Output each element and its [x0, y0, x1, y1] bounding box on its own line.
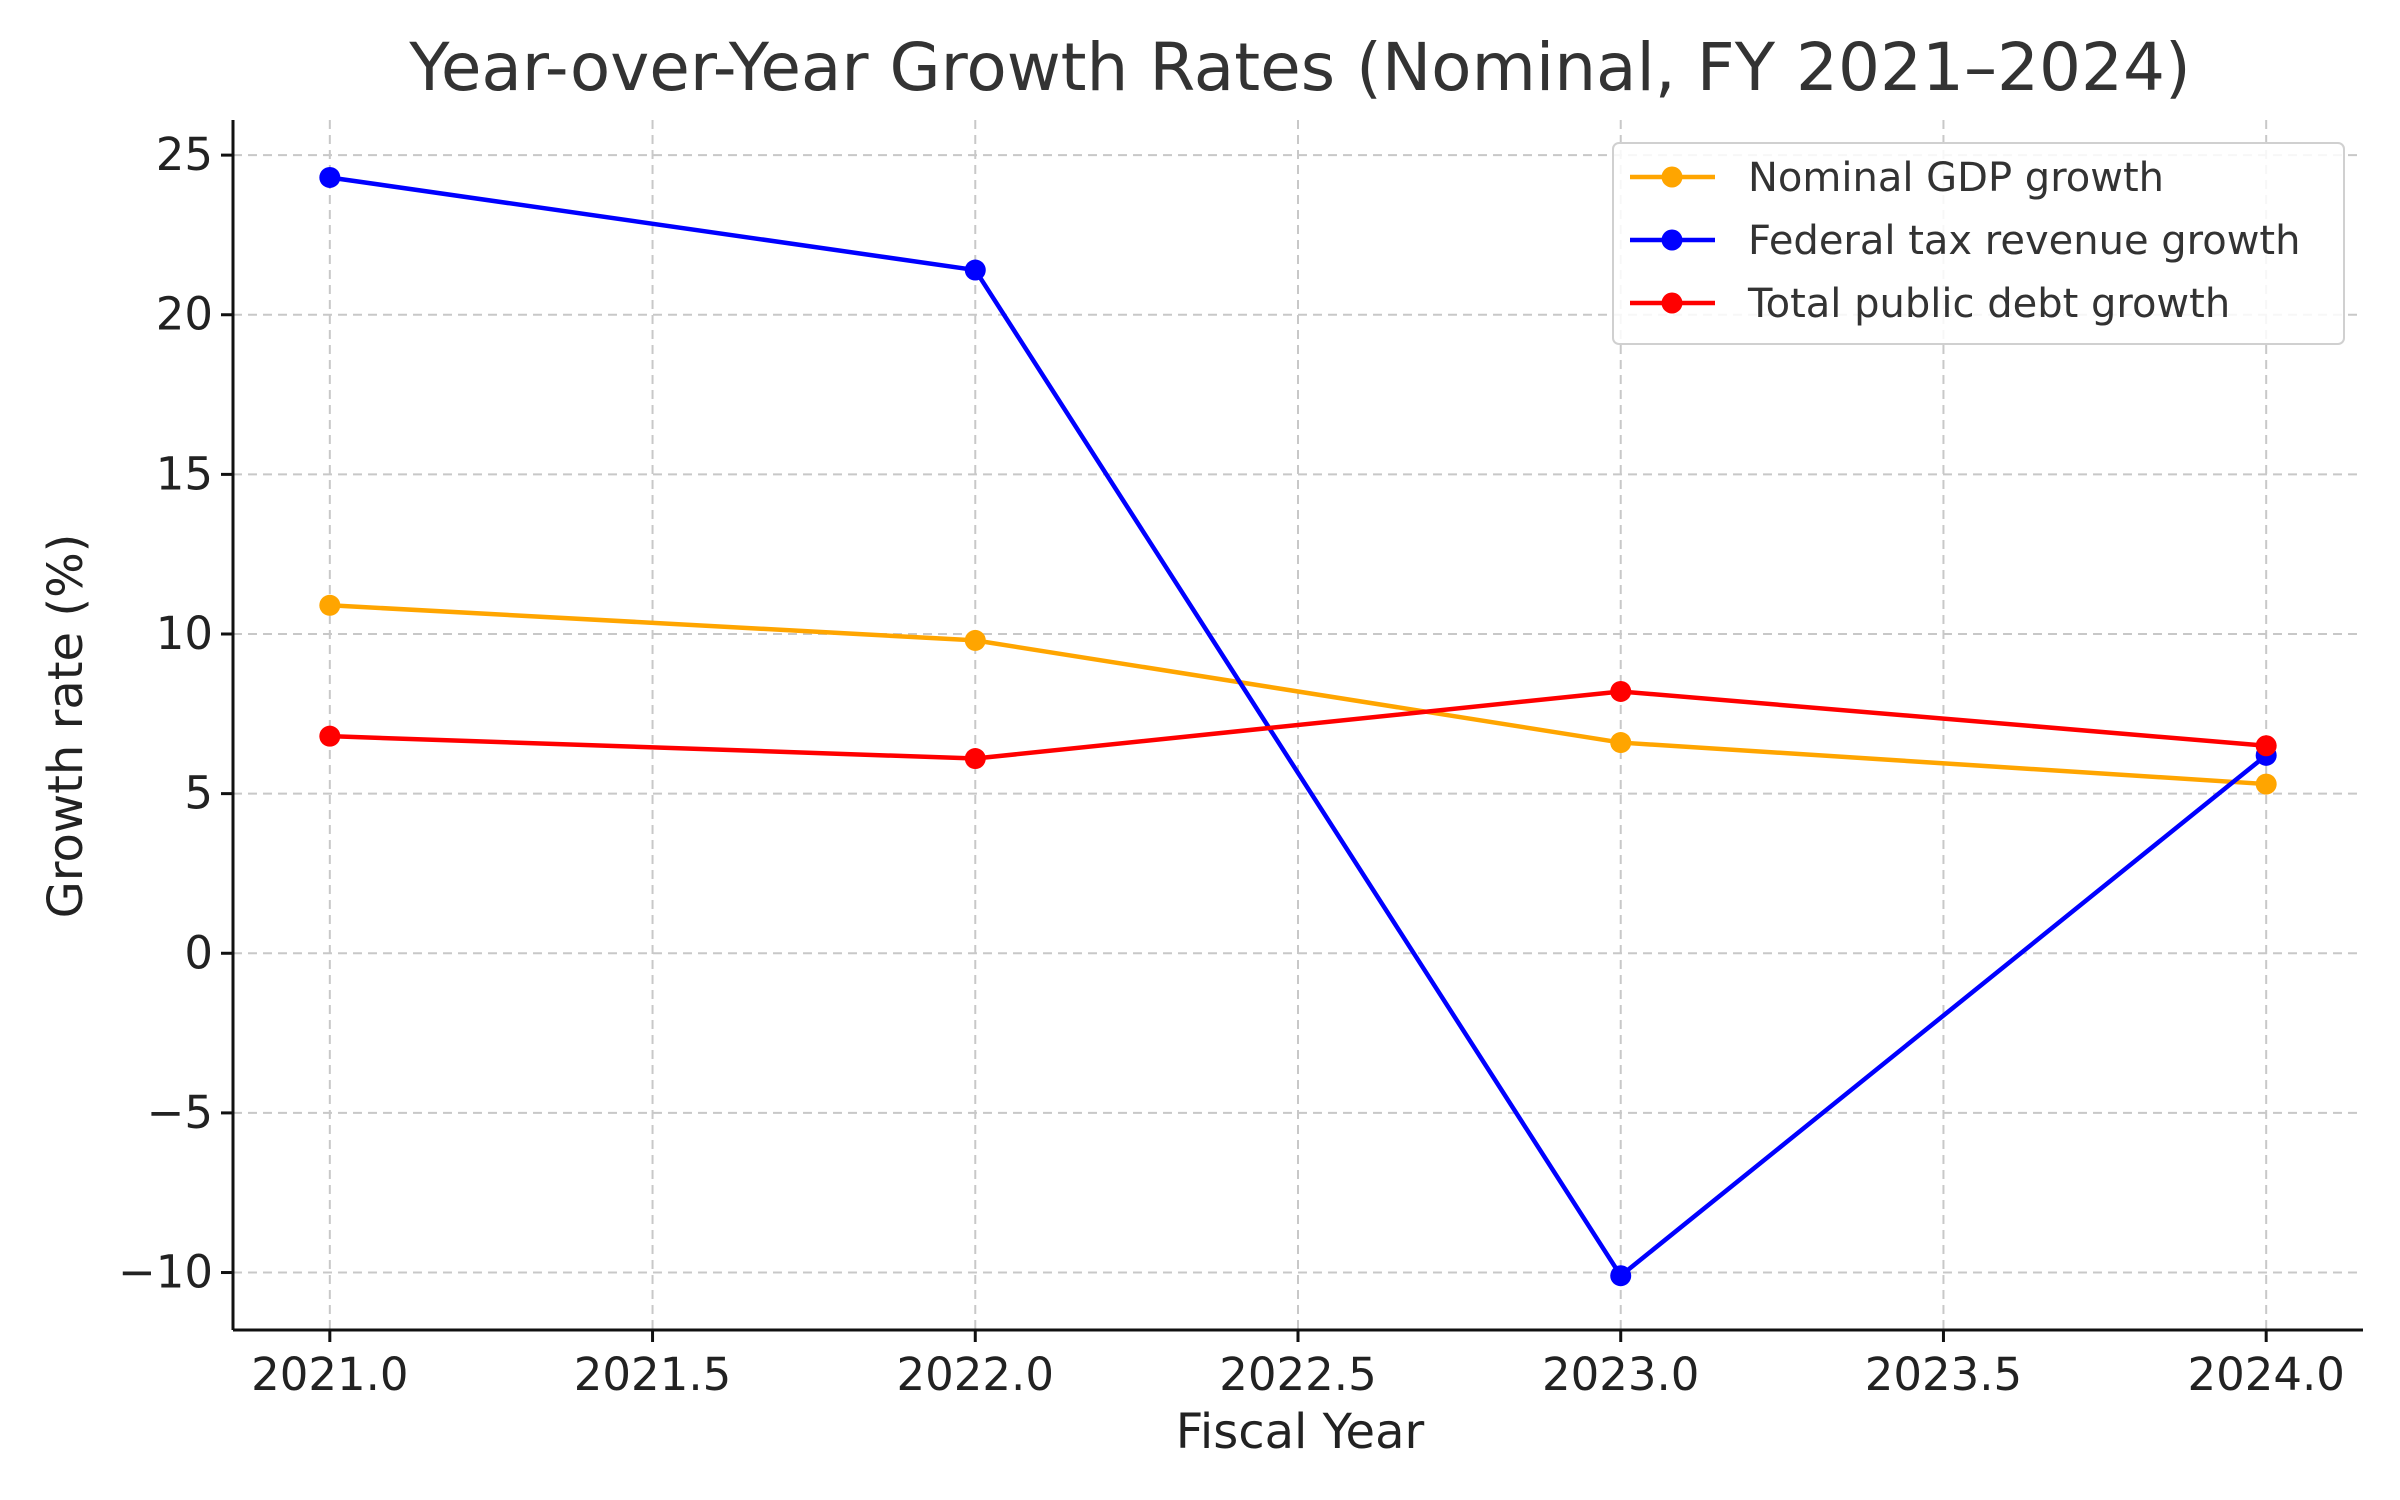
data-point: [964, 748, 986, 770]
legend-label: Nominal GDP growth: [1748, 155, 2164, 201]
y-tick-label: 0: [184, 926, 213, 979]
data-point: [319, 594, 341, 616]
x-tick-label: 2024.0: [2187, 1348, 2344, 1401]
data-point: [964, 629, 986, 651]
x-tick-label: 2023.5: [1865, 1348, 2022, 1401]
y-tick-label: 5: [184, 767, 213, 820]
y-axis-title: Growth rate (%): [38, 534, 94, 919]
data-point: [1610, 732, 1632, 754]
data-point: [1610, 1265, 1632, 1287]
y-tick-label: 10: [156, 607, 213, 660]
legend-box: [1612, 142, 2345, 345]
x-axis-title: Fiscal Year: [1176, 1404, 1425, 1460]
data-point: [2255, 773, 2277, 795]
y-tick-label: 25: [156, 128, 213, 181]
x-tick-label: 2021.5: [574, 1348, 731, 1401]
y-tick-label: −10: [118, 1246, 213, 1299]
legend: Nominal GDP growth Federal tax revenue gr…: [1612, 142, 2345, 345]
data-point: [2255, 735, 2277, 757]
tick-labels: 2021.0 2021.5 2022.0 2022.5 2023.0 2023.5 2024…: [118, 128, 2345, 1401]
legend-label: Total public debt growth: [1747, 281, 2230, 327]
axes: [221, 120, 2363, 1342]
series-line: [329, 689, 2267, 761]
y-tick-label: −5: [147, 1086, 213, 1139]
data-point: [964, 259, 986, 281]
series-line: [329, 603, 2267, 787]
y-tick-label: 15: [156, 447, 213, 500]
chart-title: Year-over-Year Growth Rates (Nominal, FY…: [408, 29, 2190, 106]
x-tick-label: 2021.0: [251, 1348, 408, 1401]
data-point: [319, 166, 341, 188]
x-tick-label: 2022.5: [1219, 1348, 1376, 1401]
y-tick-label: 20: [156, 288, 213, 341]
legend-swatch-marker: [1661, 292, 1683, 314]
series-lines: [319, 166, 2277, 1287]
x-tick-label: 2023.0: [1542, 1348, 1699, 1401]
legend-swatch-marker: [1661, 166, 1683, 188]
data-point: [1610, 680, 1632, 702]
legend-label: Federal tax revenue growth: [1748, 218, 2300, 264]
legend-swatch-marker: [1661, 229, 1683, 251]
data-point: [319, 725, 341, 747]
series-line: [329, 175, 2268, 1278]
x-tick-label: 2022.0: [897, 1348, 1054, 1401]
